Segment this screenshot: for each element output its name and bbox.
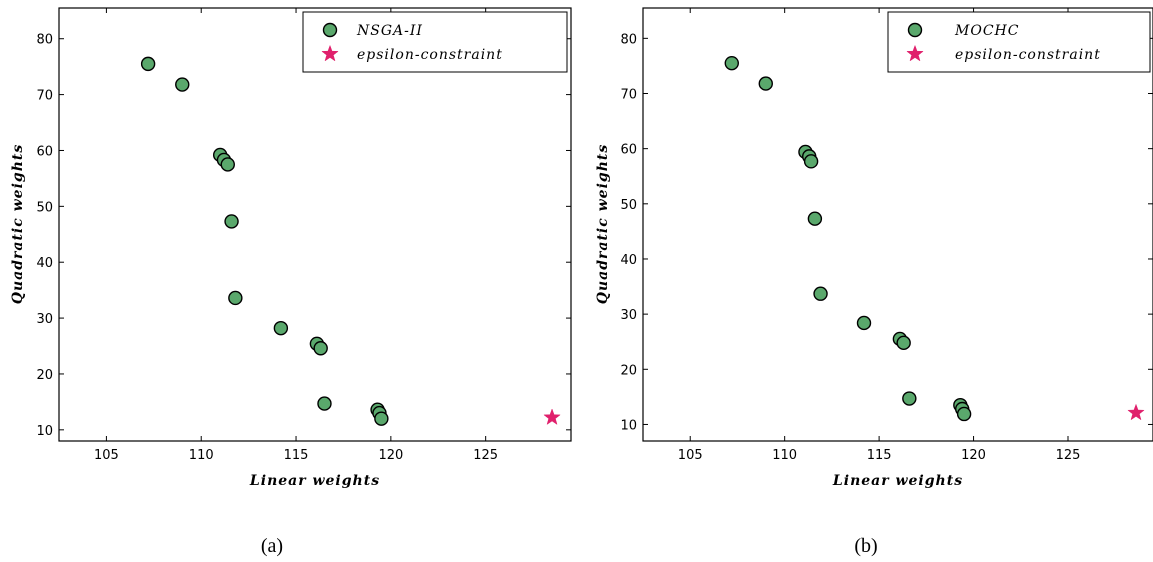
y-tick-label: 10 xyxy=(620,418,637,433)
data-point xyxy=(220,157,235,172)
legend-label-series-1: MOCHC xyxy=(954,23,1019,39)
x-tick-label: 110 xyxy=(772,448,797,463)
y-tick-label: 20 xyxy=(36,368,53,383)
panel-caption: (b) xyxy=(854,535,877,557)
data-point xyxy=(175,77,190,92)
legend-marker-series-1 xyxy=(322,22,338,38)
data-point xyxy=(896,335,911,351)
data-point xyxy=(956,406,972,422)
y-tick-label: 80 xyxy=(620,32,637,47)
y-tick-label: 10 xyxy=(36,424,53,439)
legend-box xyxy=(887,11,1151,73)
y-tick-label: 70 xyxy=(36,89,53,104)
y-tick-label: 30 xyxy=(620,308,637,323)
data-point-star xyxy=(1127,403,1145,421)
legend-label-series-1: NSGA-II xyxy=(356,23,423,39)
legend-marker-series-1 xyxy=(907,22,923,38)
x-axis-label: Linear weights xyxy=(832,473,963,489)
data-point xyxy=(813,286,828,301)
axis-ticks: 105 110 115 120 125 10 20 30 40 50 60 70 80 xyxy=(36,8,571,463)
chart-panel-b: 105 110 115 120 125 10 20 30 40 50 60 70 80 MOCHC ep… xyxy=(595,7,1153,557)
legend: NSGA-II epsilon-constraint xyxy=(302,11,568,73)
data-point xyxy=(374,411,389,426)
data-point xyxy=(140,56,156,72)
y-tick-label: 40 xyxy=(620,253,637,268)
axis-ticks: 105 110 115 120 125 10 20 30 40 50 60 70 80 xyxy=(620,8,1153,463)
y-tick-label: 80 xyxy=(36,33,53,48)
legend-label-series-2: epsilon-constraint xyxy=(357,47,503,63)
data-points xyxy=(140,56,561,426)
panel-caption: (a) xyxy=(261,535,283,557)
data-point xyxy=(803,154,819,169)
y-tick-label: 50 xyxy=(36,200,53,215)
data-point xyxy=(902,391,917,406)
data-points xyxy=(724,55,1145,422)
data-point xyxy=(317,396,332,411)
legend-marker-series-2 xyxy=(906,44,924,62)
x-tick-label: 120 xyxy=(378,448,403,463)
legend: MOCHC epsilon-constraint xyxy=(887,11,1151,73)
data-point-star xyxy=(543,408,561,426)
x-tick-label: 110 xyxy=(189,448,214,463)
y-axis-label: Quadratic weights xyxy=(595,144,611,304)
y-tick-label: 30 xyxy=(36,312,53,327)
plot-frame xyxy=(58,7,572,442)
data-point xyxy=(807,211,823,226)
data-point xyxy=(273,320,289,336)
y-tick-label: 20 xyxy=(620,363,637,378)
y-tick-label: 60 xyxy=(36,144,53,159)
y-tick-label: 40 xyxy=(36,256,53,271)
y-tick-label: 70 xyxy=(620,87,637,102)
x-tick-label: 120 xyxy=(961,448,986,463)
chart-panel-a: 105 110 115 120 125 10 20 30 40 50 60 70 80 NSGA-II … xyxy=(10,7,572,557)
legend-label-series-2: epsilon-constraint xyxy=(955,47,1101,63)
x-tick-label: 115 xyxy=(284,448,309,463)
y-tick-label: 50 xyxy=(620,198,637,213)
data-point xyxy=(313,341,328,356)
x-tick-label: 115 xyxy=(867,448,892,463)
legend-marker-series-2 xyxy=(321,44,339,62)
plot-frame xyxy=(642,7,1153,442)
data-point xyxy=(856,315,872,331)
x-tick-label: 105 xyxy=(678,448,703,463)
legend-box xyxy=(302,11,568,73)
x-tick-label: 125 xyxy=(473,448,498,463)
y-axis-label: Quadratic weights xyxy=(10,144,26,304)
x-axis-label: Linear weights xyxy=(249,473,380,489)
data-point xyxy=(724,55,739,71)
data-point xyxy=(228,290,243,306)
x-tick-label: 125 xyxy=(1056,448,1081,463)
y-tick-label: 60 xyxy=(620,143,637,158)
data-point xyxy=(758,76,773,91)
x-tick-label: 105 xyxy=(94,448,119,463)
data-point xyxy=(224,214,239,229)
